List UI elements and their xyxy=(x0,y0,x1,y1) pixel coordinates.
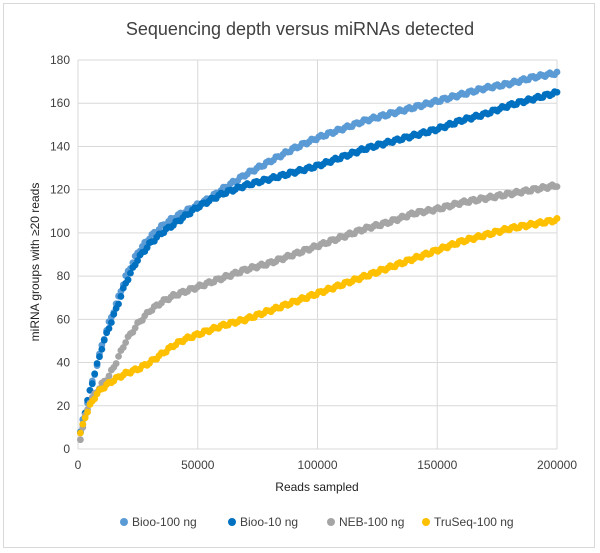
data-point xyxy=(122,339,130,346)
data-point xyxy=(76,436,84,444)
data-point xyxy=(105,325,113,332)
data-point xyxy=(110,310,118,318)
data-point xyxy=(100,336,108,344)
chart-frame xyxy=(3,3,595,548)
x-tick-labels: 0 50000 100000 150000 200000 xyxy=(75,458,578,472)
series-bioo-100-ng xyxy=(76,68,561,436)
y-tick-label: 120 xyxy=(50,183,70,197)
data-point xyxy=(105,372,113,380)
legend-label: Bioo-100 ng xyxy=(132,515,197,529)
x-tick-label: 0 xyxy=(75,458,82,472)
legend-marker xyxy=(327,518,335,526)
data-point xyxy=(91,370,99,378)
data-point xyxy=(84,408,91,416)
data-point xyxy=(98,345,106,353)
data-point xyxy=(93,360,101,367)
y-tick-label: 140 xyxy=(50,139,70,153)
y-tick-label: 60 xyxy=(57,312,71,326)
data-point xyxy=(134,257,141,264)
data-point xyxy=(124,276,132,284)
data-point xyxy=(117,293,125,300)
data-point xyxy=(112,360,120,367)
legend-marker xyxy=(422,518,430,526)
y-tick-label: 100 xyxy=(50,226,70,240)
series-layer xyxy=(76,68,561,444)
x-axis-label: Reads sampled xyxy=(275,480,358,494)
data-point xyxy=(553,215,561,222)
legend-marker xyxy=(120,518,128,526)
y-tick-label: 40 xyxy=(57,356,71,370)
data-point xyxy=(131,324,139,332)
data-point xyxy=(115,300,122,308)
series-neb-100-ng xyxy=(76,181,561,444)
data-point xyxy=(96,353,103,361)
data-point xyxy=(81,414,89,422)
data-point xyxy=(553,68,561,76)
y-tick-label: 0 xyxy=(63,442,70,456)
y-tick-label: 180 xyxy=(50,53,70,67)
x-tick-label: 150000 xyxy=(417,458,457,472)
legend-label: Bioo-10 ng xyxy=(240,515,298,529)
chart-title: Sequencing depth versus miRNAs detected xyxy=(126,19,474,39)
y-axis-label: miRNA groups with ≥20 reads xyxy=(28,183,42,342)
series-truseq-100-ng xyxy=(76,215,561,437)
y-tick-label: 80 xyxy=(57,269,71,283)
data-point xyxy=(88,380,96,388)
y-tick-label: 160 xyxy=(50,96,70,110)
legend: Bioo-100 ng Bioo-10 ng NEB-100 ng TruSeq-10… xyxy=(120,515,514,529)
x-tick-label: 100000 xyxy=(297,458,337,472)
x-tick-label: 200000 xyxy=(537,458,577,472)
data-point xyxy=(127,269,134,277)
data-point xyxy=(76,429,84,437)
data-point xyxy=(115,352,122,360)
y-tick-labels: 0 20 40 60 80 100 120 140 160 180 xyxy=(50,53,70,456)
data-point xyxy=(79,420,87,428)
data-point xyxy=(553,88,561,96)
x-tick-label: 50000 xyxy=(181,458,215,472)
data-point xyxy=(107,319,115,326)
series-bioo-10-ng xyxy=(76,88,561,437)
y-tick-label: 20 xyxy=(57,399,71,413)
legend-label: NEB-100 ng xyxy=(339,515,404,529)
legend-label: TruSeq-100 ng xyxy=(434,515,514,529)
grid-lines xyxy=(77,59,558,450)
data-point xyxy=(553,183,561,190)
legend-marker xyxy=(228,518,236,526)
